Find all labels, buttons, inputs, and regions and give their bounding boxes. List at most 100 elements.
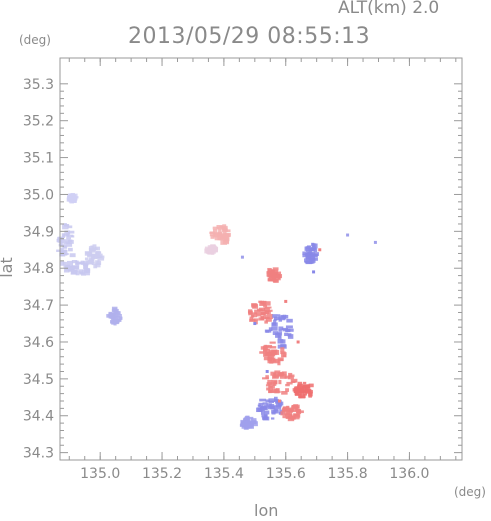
- echo-cell: [306, 245, 311, 248]
- echo-cell: [87, 252, 91, 257]
- echo-cell: [119, 316, 123, 320]
- echo-cell: [280, 411, 286, 416]
- y-tick-label: 34.8: [23, 261, 54, 277]
- echo-cell: [93, 264, 98, 269]
- echo-cell: [278, 329, 282, 332]
- echo-cell: [92, 247, 96, 252]
- echo-cell: [297, 381, 303, 386]
- echo-cell: [262, 402, 268, 405]
- echo-cell: [280, 314, 285, 318]
- echo-cell: [88, 248, 93, 252]
- echo-cell: [273, 319, 277, 325]
- echo-cell: [62, 249, 67, 252]
- echo-cell: [106, 315, 114, 318]
- echo-cell: [263, 314, 267, 320]
- echo-cell: [268, 327, 273, 332]
- echo-cell: [217, 235, 224, 241]
- y-tick-label: 34.9: [23, 224, 54, 240]
- echo-cell: [265, 352, 269, 355]
- echo-cell: [302, 251, 310, 255]
- echo-cell: [264, 410, 270, 415]
- echo-cell: [274, 370, 281, 374]
- echo-cell: [272, 388, 277, 393]
- echo-cell: [274, 277, 281, 281]
- echo-cell: [292, 416, 296, 420]
- echo-cell: [82, 261, 89, 266]
- echo-cell: [56, 249, 63, 252]
- echo-cell: [277, 344, 283, 349]
- echo-cell: [261, 414, 268, 418]
- echo-cell: [311, 242, 315, 247]
- data-marks: [56, 192, 377, 430]
- echo-cell: [265, 384, 271, 387]
- echo-cell: [80, 260, 85, 265]
- echo-cell: [273, 316, 280, 320]
- echo-cell: [223, 228, 227, 231]
- echo-cell: [65, 253, 69, 256]
- echo-cell: [268, 400, 275, 404]
- echo-cell: [300, 386, 305, 389]
- echo-cell: [259, 351, 265, 354]
- echo-cell: [92, 244, 97, 249]
- echo-cell: [268, 389, 272, 394]
- echo-cell: [68, 239, 73, 243]
- echo-cell: [285, 328, 291, 333]
- y-tick-label: 35.3: [23, 77, 54, 93]
- echo-cell: [274, 396, 278, 402]
- echo-cell: [83, 264, 88, 270]
- echo-point: [265, 369, 269, 373]
- echo-cell: [218, 229, 222, 234]
- y-tick-label: 35.1: [23, 151, 54, 167]
- echo-cell: [268, 357, 273, 361]
- echo-cell: [70, 267, 75, 271]
- echo-cell: [208, 248, 213, 253]
- echo-cell: [263, 307, 270, 312]
- y-tick-label: 34.4: [23, 409, 54, 425]
- echo-point: [346, 233, 350, 237]
- echo-cell: [68, 195, 74, 199]
- echo-cell: [305, 249, 311, 252]
- echo-cell: [293, 415, 300, 420]
- echo-cell: [59, 238, 65, 244]
- echo-cell: [291, 406, 298, 410]
- echo-cell: [68, 199, 73, 203]
- echo-cell: [291, 380, 297, 383]
- echo-cell: [271, 349, 278, 355]
- echo-cell: [260, 316, 264, 320]
- echo-cell: [302, 381, 307, 385]
- echo-cell: [62, 244, 67, 248]
- echo-cell: [111, 319, 119, 324]
- echo-cell: [285, 413, 292, 417]
- echo-cell: [258, 300, 262, 303]
- axis-ticks: 34.3 34.4 34.5 34.6 34.7 34.8 34.9 35.0 35.1 35.2…: [23, 58, 462, 482]
- echo-cell: [268, 269, 274, 274]
- y-tick-label: 34.5: [23, 372, 54, 388]
- echo-cell: [260, 410, 265, 415]
- plot-frame: [59, 57, 463, 461]
- echo-cell: [78, 269, 84, 273]
- echo-cell: [70, 235, 75, 238]
- echo-cell: [269, 275, 274, 279]
- echo-cell: [220, 235, 228, 240]
- echo-cell: [293, 404, 299, 408]
- echo-cell: [299, 389, 304, 395]
- y-tick-label: 34.3: [23, 446, 54, 462]
- echo-cell: [277, 339, 284, 344]
- echo-cell: [84, 257, 89, 261]
- echo-cell: [271, 379, 278, 385]
- echo-cell: [275, 274, 281, 278]
- echo-cell: [66, 242, 73, 247]
- echo-cell: [294, 407, 298, 412]
- echo-cell: [302, 390, 308, 396]
- echo-point: [278, 399, 282, 403]
- echo-cell: [76, 261, 82, 265]
- echo-cell: [256, 313, 262, 317]
- echo-cell: [284, 332, 289, 337]
- x-tick-label: 135.8: [328, 466, 368, 482]
- echo-cell: [265, 310, 271, 315]
- echo-cell: [208, 251, 212, 255]
- echo-cell: [265, 344, 273, 348]
- echo-cell: [268, 384, 275, 389]
- echo-cell: [303, 384, 309, 389]
